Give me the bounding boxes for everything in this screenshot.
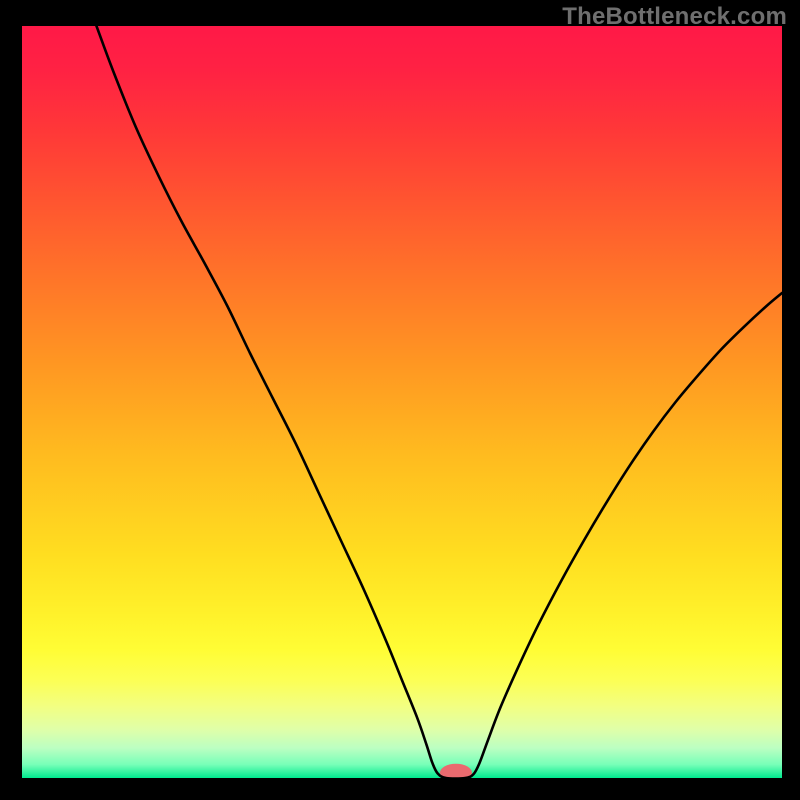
bottleneck-curve	[96, 26, 782, 778]
chart-root: TheBottleneck.com	[0, 0, 800, 800]
min-marker	[440, 764, 472, 778]
plot-area	[22, 26, 782, 778]
curve-layer	[22, 26, 782, 778]
